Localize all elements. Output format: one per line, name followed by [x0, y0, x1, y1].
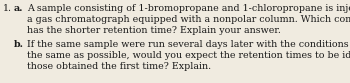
Text: a gas chromatograph equipped with a nonpolar column. Which compound: a gas chromatograph equipped with a nonp… [27, 15, 350, 24]
Text: has the shorter retention time? Explain your answer.: has the shorter retention time? Explain … [27, 26, 281, 35]
Text: If the same sample were run several days later with the conditions as nearly: If the same sample were run several days… [27, 40, 350, 49]
Text: A sample consisting of 1-bromopropane and 1-chloropropane is injected into: A sample consisting of 1-bromopropane an… [27, 4, 350, 13]
Text: 1.: 1. [3, 4, 12, 13]
Text: the same as possible, would you expect the retention times to be identical to: the same as possible, would you expect t… [27, 51, 350, 60]
Text: a.: a. [14, 4, 23, 13]
Text: b.: b. [14, 40, 24, 49]
Text: those obtained the first time? Explain.: those obtained the first time? Explain. [27, 62, 211, 71]
